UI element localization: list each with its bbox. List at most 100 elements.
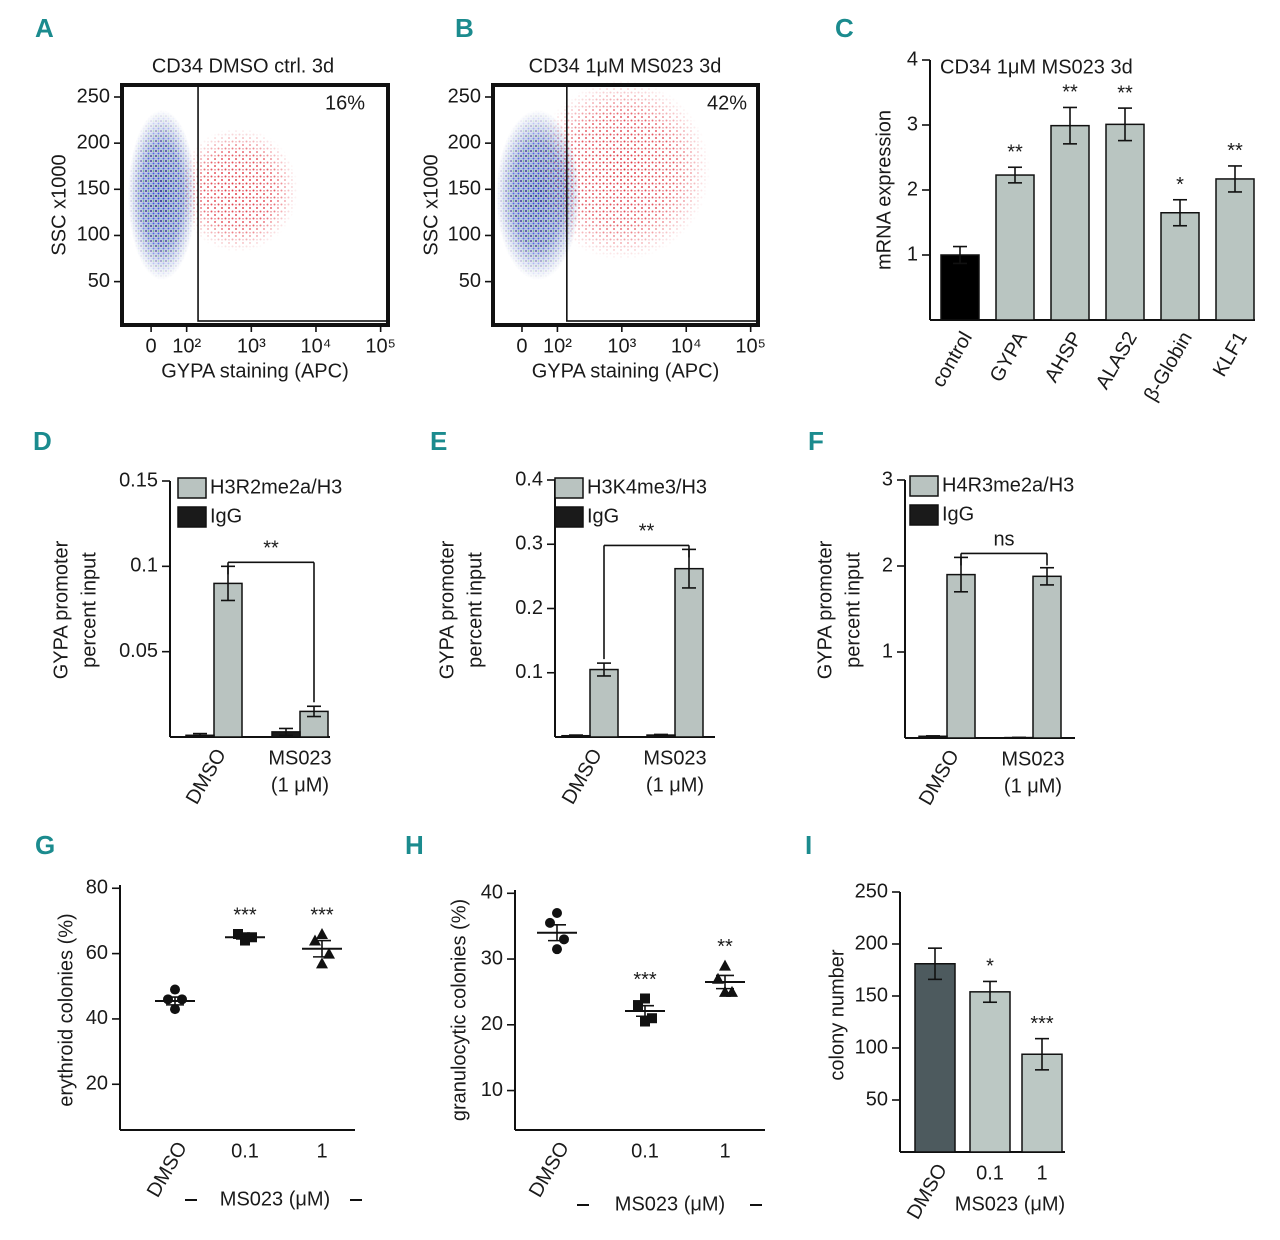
y-axis-label: percent input [842, 552, 864, 668]
x-tick-label: KLF1 [1209, 328, 1252, 380]
x-tick-label: 1 [719, 1140, 730, 1162]
y-tick-label: 2 [907, 178, 918, 200]
significance-label: *** [633, 969, 657, 991]
x-tick-label: ALAS2 [1092, 328, 1142, 393]
y-tick-label: 250 [77, 85, 110, 107]
y-tick-label: 0.4 [515, 468, 543, 490]
panel-letter: I [805, 830, 812, 860]
point [647, 1013, 657, 1024]
x-tick-label: 10³ [607, 335, 636, 357]
x-tick-label: 10³ [237, 335, 266, 357]
bar [940, 254, 980, 321]
legend-label: IgG [942, 503, 974, 525]
point [712, 972, 724, 984]
y-axis-label: GYPA promoter [50, 540, 72, 679]
x-tick-label: 1 [316, 1140, 327, 1162]
x-tick-label: control [928, 328, 977, 391]
x-axis-label: MS023 (μM) [615, 1193, 725, 1215]
y-tick-label: 200 [448, 131, 481, 153]
point [559, 934, 569, 945]
y-axis-label: GYPA promoter [436, 540, 458, 679]
x-tick-label: 10² [172, 335, 201, 357]
x-tick-label: DMSO [525, 1138, 574, 1201]
significance-label: ** [1062, 82, 1078, 104]
legend-label: H3R2me2a/H3 [210, 476, 342, 498]
bar [674, 567, 704, 738]
x-tick-label: MS023 [268, 747, 331, 769]
x-tick-label: (1 μM) [271, 774, 329, 796]
point [240, 935, 250, 946]
y-tick-label: 50 [459, 270, 481, 292]
chart-title: CD34 1μM MS023 3d [529, 55, 722, 77]
y-tick-label: 3 [907, 113, 918, 135]
x-axis-label: GYPA staining (APC) [532, 360, 719, 382]
significance-label: * [986, 956, 994, 978]
gate-percent: 42% [707, 92, 747, 114]
legend-swatch [177, 477, 207, 499]
x-axis-label: MS023 (μM) [955, 1193, 1065, 1215]
x-tick-label: DMSO [143, 1138, 192, 1201]
x-tick-label: GYPA [986, 328, 1032, 386]
x-axis-label: MS023 (μM) [220, 1188, 330, 1210]
legend-label: IgG [210, 505, 242, 527]
x-tick-label: 0.1 [231, 1140, 259, 1162]
significance-label: ** [717, 936, 733, 958]
y-tick-label: 2 [882, 554, 893, 576]
point [170, 1004, 180, 1015]
significance-label: ** [1117, 82, 1133, 104]
y-tick-label: 40 [86, 1007, 108, 1029]
bar [969, 991, 1011, 1153]
y-axis-label: percent input [464, 552, 486, 668]
panel-letter: F [808, 426, 824, 456]
significance-label: ns [993, 529, 1014, 551]
bar [1160, 212, 1200, 321]
significance-label: *** [1030, 1013, 1054, 1035]
cell-cloud [178, 128, 298, 252]
y-tick-label: 0.3 [515, 533, 543, 555]
y-tick-label: 50 [88, 270, 110, 292]
y-tick-label: 250 [855, 880, 888, 902]
x-tick-label: 10⁵ [365, 335, 396, 357]
gate [566, 84, 759, 322]
bar [1032, 575, 1062, 739]
y-tick-label: 250 [448, 85, 481, 107]
point [640, 993, 650, 1004]
y-tick-label: 150 [448, 178, 481, 200]
y-axis-label: percent input [78, 552, 100, 668]
legend-swatch [554, 506, 584, 528]
point [323, 947, 335, 959]
y-tick-label: 50 [866, 1088, 888, 1110]
y-tick-label: 20 [481, 1013, 503, 1035]
bar [589, 668, 619, 738]
significance-label: ** [639, 521, 655, 543]
y-axis-label: erythroid colonies (%) [55, 913, 77, 1106]
point [552, 908, 562, 919]
y-axis-label: granulocytic colonies (%) [448, 899, 470, 1121]
significance-label: ** [1007, 142, 1023, 164]
cell-cloud [128, 110, 196, 280]
cell-cloud [496, 110, 580, 280]
y-tick-label: 100 [448, 224, 481, 246]
y-tick-label: 80 [86, 877, 108, 899]
x-tick-label: 1 [1036, 1162, 1047, 1184]
y-tick-label: 60 [86, 942, 108, 964]
panel-letter: G [35, 830, 55, 860]
legend-swatch [909, 504, 939, 526]
panel-letter: H [405, 830, 424, 860]
legend-label: H3K4me3/H3 [587, 476, 707, 498]
bar [213, 582, 243, 738]
bar [1215, 178, 1255, 321]
x-tick-label: 10⁴ [301, 335, 332, 357]
point [545, 917, 555, 928]
y-tick-label: 150 [855, 984, 888, 1006]
panel-letter: A [35, 13, 54, 43]
x-tick-label: AHSP [1041, 328, 1087, 386]
x-tick-label: DMSO [903, 1160, 952, 1223]
significance-label: *** [310, 904, 334, 926]
y-tick-label: 150 [77, 178, 110, 200]
panel-letter: D [33, 426, 52, 456]
y-tick-label: 30 [481, 947, 503, 969]
x-tick-label: (1 μM) [1004, 775, 1062, 797]
gate [197, 84, 389, 322]
x-tick-label: 0.1 [976, 1162, 1004, 1184]
